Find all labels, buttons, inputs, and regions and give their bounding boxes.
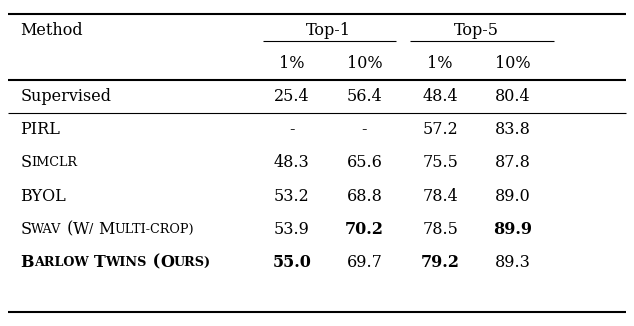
Text: 65.6: 65.6 — [346, 155, 382, 171]
Text: 10%: 10% — [347, 55, 382, 72]
Text: 80.4: 80.4 — [495, 88, 531, 105]
Text: 25.4: 25.4 — [274, 88, 309, 105]
Text: 48.3: 48.3 — [274, 155, 309, 171]
Text: 55.0: 55.0 — [273, 254, 311, 271]
Text: 48.4: 48.4 — [422, 88, 458, 105]
Text: 68.8: 68.8 — [346, 187, 382, 204]
Text: WAV: WAV — [31, 223, 61, 236]
Text: (: ( — [146, 254, 160, 271]
Text: 10%: 10% — [495, 55, 531, 72]
Text: Top-5: Top-5 — [454, 22, 499, 39]
Text: 83.8: 83.8 — [495, 122, 531, 139]
Text: /: / — [89, 223, 94, 236]
Text: S: S — [20, 155, 31, 171]
Text: S: S — [20, 221, 31, 238]
Text: Top-1: Top-1 — [306, 22, 351, 39]
Text: M: M — [99, 221, 115, 238]
Text: 1%: 1% — [427, 55, 453, 72]
Text: 89.9: 89.9 — [493, 221, 532, 238]
Text: 87.8: 87.8 — [495, 155, 531, 171]
Text: 53.9: 53.9 — [274, 221, 309, 238]
Text: T: T — [94, 254, 106, 271]
Text: W: W — [73, 221, 89, 238]
Text: ULTI-CROP): ULTI-CROP) — [115, 223, 195, 236]
Text: WINS: WINS — [106, 256, 147, 269]
Text: Supervised: Supervised — [20, 88, 112, 105]
Text: ARLOW: ARLOW — [34, 256, 89, 269]
Text: URS): URS) — [174, 256, 211, 269]
Text: PIRL: PIRL — [20, 122, 60, 139]
Text: 69.7: 69.7 — [346, 254, 382, 271]
Text: 1%: 1% — [279, 55, 304, 72]
Text: 75.5: 75.5 — [422, 155, 458, 171]
Text: BYOL: BYOL — [20, 187, 66, 204]
Text: (: ( — [61, 221, 73, 238]
Text: Method: Method — [20, 22, 83, 39]
Text: -: - — [289, 122, 295, 139]
Text: 78.5: 78.5 — [422, 221, 458, 238]
Text: 79.2: 79.2 — [420, 254, 460, 271]
Text: 56.4: 56.4 — [346, 88, 382, 105]
Text: 53.2: 53.2 — [274, 187, 309, 204]
Text: 89.3: 89.3 — [495, 254, 531, 271]
Text: B: B — [20, 254, 34, 271]
Text: -: - — [361, 122, 367, 139]
Text: 57.2: 57.2 — [422, 122, 458, 139]
Text: IMCLR: IMCLR — [31, 156, 77, 170]
Text: O: O — [160, 254, 174, 271]
Text: 70.2: 70.2 — [345, 221, 384, 238]
Text: 89.0: 89.0 — [495, 187, 531, 204]
Text: 78.4: 78.4 — [422, 187, 458, 204]
